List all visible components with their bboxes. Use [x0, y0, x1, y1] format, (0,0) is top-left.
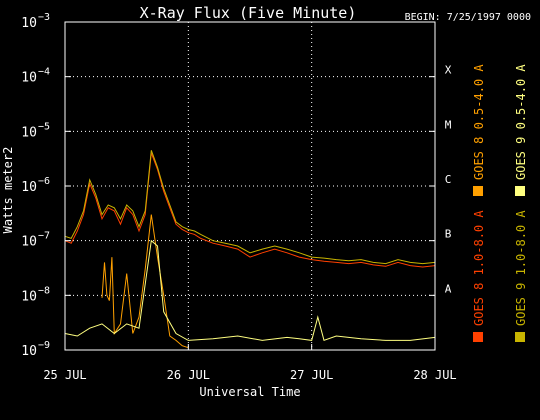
chart-title: X-Ray Flux (Five Minute): [140, 4, 357, 22]
y-tick-exponent: −5: [38, 121, 50, 132]
flare-class-labels: A B C M X: [445, 64, 452, 296]
y-tick-exponent: −9: [38, 340, 50, 351]
begin-label: BEGIN: 7/25/1997 0000: [405, 12, 531, 23]
y-tick-exponent: −3: [38, 12, 50, 23]
y-tick-exponent: −6: [38, 176, 50, 187]
flare-class-label: C: [445, 173, 452, 186]
flare-class-label: M: [445, 118, 452, 131]
series-line-3: [64, 150, 436, 265]
y-axis-label: Watts meter2: [1, 147, 15, 234]
legend: GOES 8 1.0-8.0 A GOES 8 0.5-4.0 A GOES 9 1…: [472, 64, 528, 342]
series-lines: [64, 150, 436, 349]
grid-lines: [65, 22, 435, 350]
legend-label: GOES 9 0.5-4.0 A: [514, 64, 528, 180]
y-tick-exponent: −7: [38, 231, 50, 242]
x-tick-label: 26 JUL: [167, 368, 210, 382]
flare-class-label: B: [445, 228, 452, 241]
flare-class-label: A: [445, 282, 452, 295]
y-tick-exponent: −4: [38, 67, 50, 78]
x-tick-label: 27 JUL: [290, 368, 333, 382]
legend-swatch: [515, 186, 525, 196]
legend-label: GOES 8 0.5-4.0 A: [472, 64, 486, 180]
x-tick-label: 28 JUL: [413, 368, 456, 382]
legend-swatch: [473, 332, 483, 342]
legend-label: GOES 8 1.0-8.0 A: [472, 210, 486, 326]
legend-swatch: [515, 332, 525, 342]
y-tick-exponent: −8: [38, 285, 50, 296]
x-tick-label: 25 JUL: [43, 368, 86, 382]
legend-swatch: [473, 186, 483, 196]
x-axis-ticks: 25 JUL 26 JUL 27 JUL 28 JUL: [43, 344, 457, 382]
series-line-2: [101, 214, 189, 349]
series-line-4: [64, 239, 436, 342]
x-axis-label: Universal Time: [199, 385, 300, 399]
flare-class-label: X: [445, 64, 452, 77]
series-line-1: [64, 152, 436, 268]
legend-label: GOES 9 1.0-8.0 A: [514, 210, 528, 326]
